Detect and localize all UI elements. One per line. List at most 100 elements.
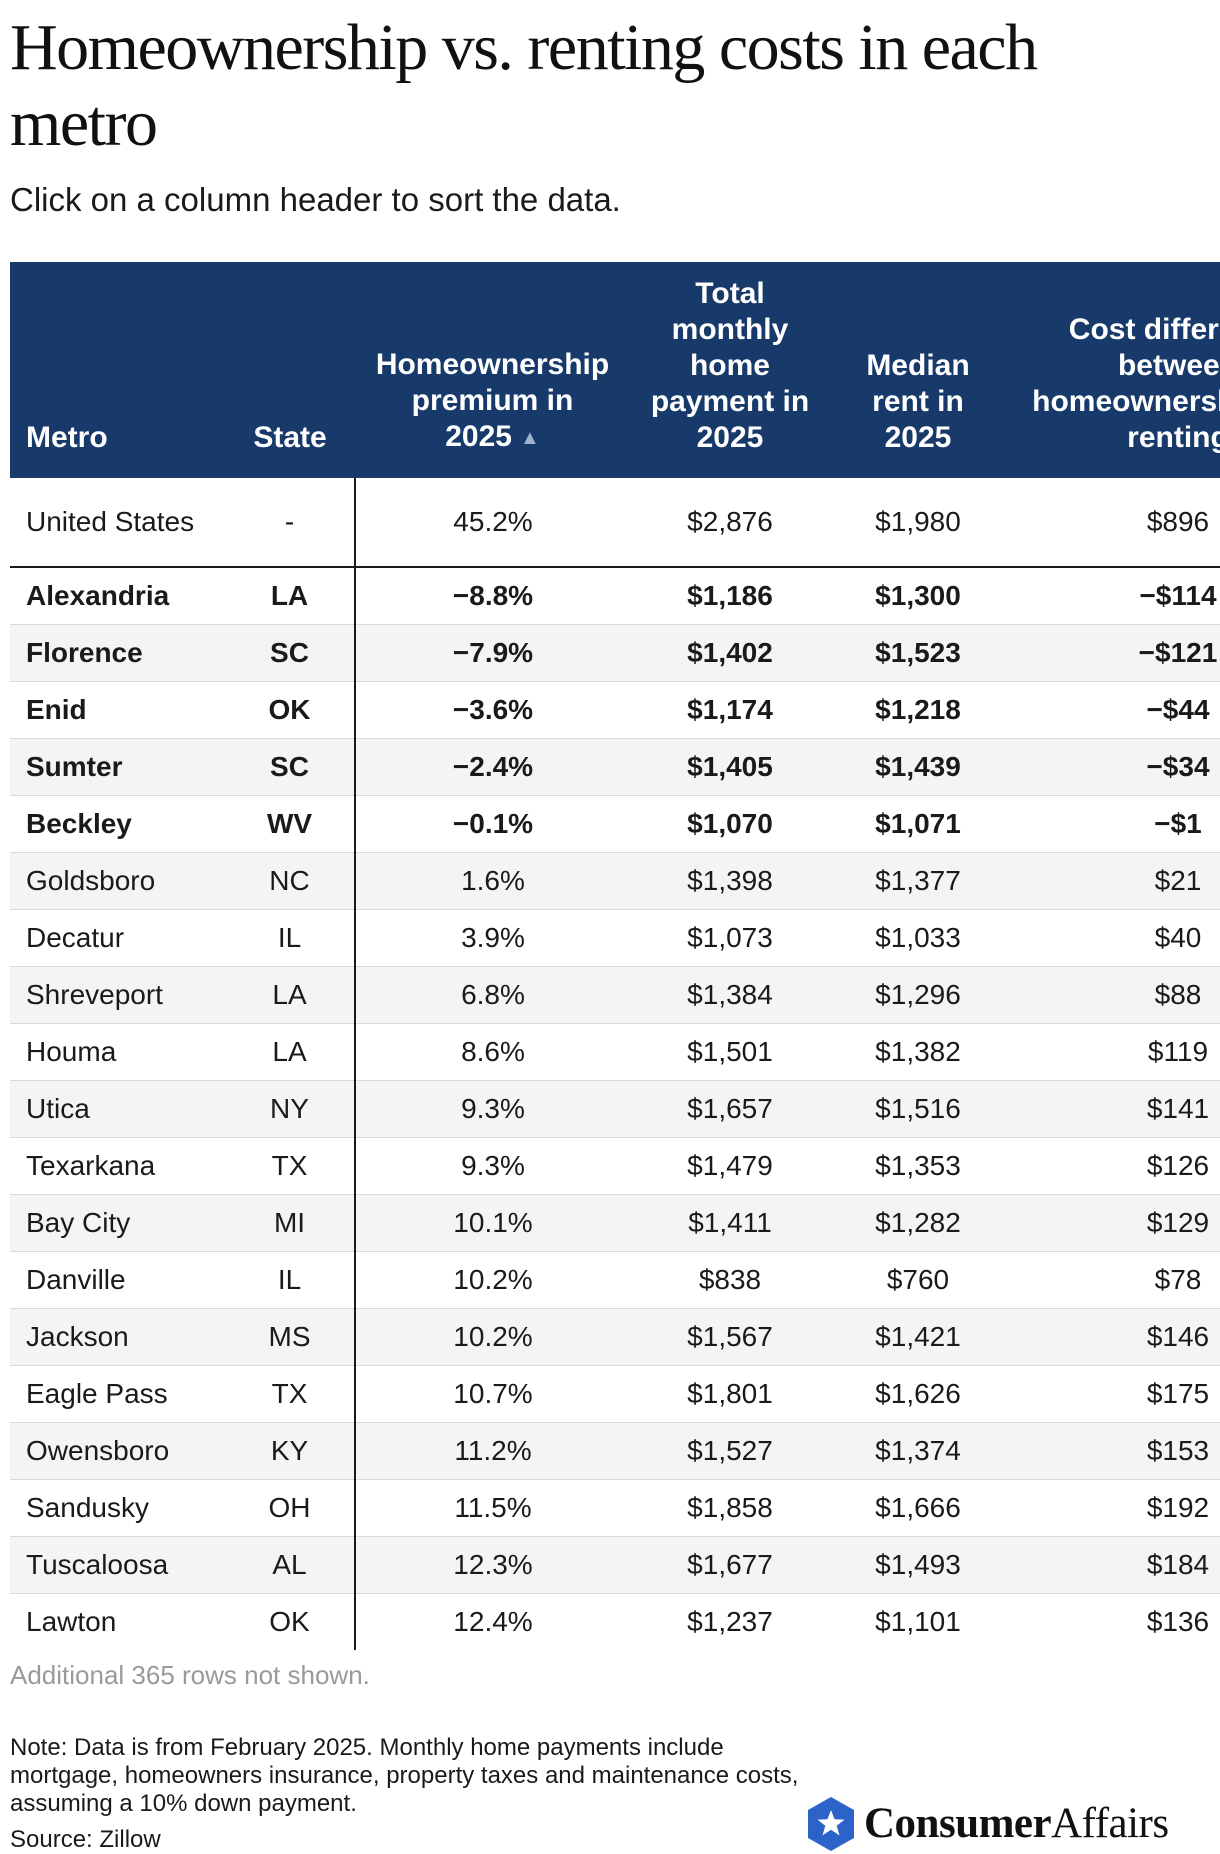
cell-state: NY [225, 1080, 356, 1138]
cell-cost-difference: $129 [1006, 1194, 1220, 1252]
cell-metro: Decatur [10, 909, 225, 967]
column-header-label: Homeownership premium in 2025 [375, 347, 610, 453]
cell-metro: United States [10, 478, 225, 568]
cell-state: LA [225, 966, 356, 1024]
cell-metro: Alexandria [10, 567, 225, 625]
cell-total-monthly-payment: $1,567 [630, 1308, 830, 1366]
cell-median-rent: $1,353 [830, 1137, 1006, 1195]
cell-homeownership-premium: 12.4% [355, 1593, 630, 1650]
cell-homeownership-premium: 1.6% [355, 852, 630, 910]
cell-cost-difference: −$121 [1006, 624, 1220, 682]
cell-homeownership-premium: 11.2% [355, 1422, 630, 1480]
cell-median-rent: $1,377 [830, 852, 1006, 910]
star-shield-icon [808, 1797, 854, 1851]
cell-total-monthly-payment: $1,479 [630, 1137, 830, 1195]
cell-median-rent: $760 [830, 1251, 1006, 1309]
cell-median-rent: $1,626 [830, 1365, 1006, 1423]
cell-metro: Sandusky [10, 1479, 225, 1537]
column-header-metro[interactable]: Metro [10, 262, 225, 478]
cell-metro: Danville [10, 1251, 225, 1309]
cell-total-monthly-payment: $1,657 [630, 1080, 830, 1138]
cell-cost-difference: $153 [1006, 1422, 1220, 1480]
cell-state: AL [225, 1536, 356, 1594]
table-header: Metro State Homeownership premium in 202… [10, 262, 1220, 478]
chart-subtitle: Click on a column header to sort the dat… [10, 181, 621, 218]
cell-median-rent: $1,282 [830, 1194, 1006, 1252]
cell-metro: Shreveport [10, 966, 225, 1024]
sort-ascending-icon: ▲ [519, 427, 540, 449]
cell-cost-difference: −$1 [1006, 795, 1220, 853]
cell-cost-difference: $184 [1006, 1536, 1220, 1594]
cell-homeownership-premium: 10.2% [355, 1251, 630, 1309]
cell-cost-difference: $896 [1006, 478, 1220, 568]
cell-homeownership-premium: 12.3% [355, 1536, 630, 1594]
cell-median-rent: $1,300 [830, 567, 1006, 625]
cell-homeownership-premium: 45.2% [355, 478, 630, 568]
table-row: Danville IL 10.2% $838 $760 $78 [10, 1251, 1220, 1309]
cell-homeownership-premium: 9.3% [355, 1080, 630, 1138]
cell-median-rent: $1,218 [830, 681, 1006, 739]
cell-homeownership-premium: −7.9% [355, 624, 630, 682]
column-header-homeownership-premium[interactable]: Homeownership premium in 2025 ▲ [355, 262, 630, 478]
footnote: Note: Data is from February 2025. Monthl… [10, 1734, 799, 1817]
cell-state: LA [225, 1023, 356, 1081]
cell-cost-difference: $136 [1006, 1593, 1220, 1650]
table-row-summary: United States -45.2% $2,876 $1,980 $896 [10, 478, 1220, 568]
cell-homeownership-premium: −2.4% [355, 738, 630, 796]
cell-cost-difference: −$34 [1006, 738, 1220, 796]
table-row: Bay City MI 10.1% $1,411 $1,282 $129 [10, 1194, 1220, 1252]
cell-metro: Jackson [10, 1308, 225, 1366]
cell-total-monthly-payment: $1,411 [630, 1194, 830, 1252]
cell-total-monthly-payment: $1,186 [630, 567, 830, 625]
cell-total-monthly-payment: $1,398 [630, 852, 830, 910]
cell-cost-difference: −$44 [1006, 681, 1220, 739]
table-row: Jackson MS 10.2% $1,567 $1,421 $146 [10, 1308, 1220, 1366]
cell-metro: Florence [10, 624, 225, 682]
column-header-label: Median rent in 2025 [866, 349, 970, 454]
cell-homeownership-premium: −3.6% [355, 681, 630, 739]
column-header-label: Metro [26, 421, 108, 454]
cell-total-monthly-payment: $1,174 [630, 681, 830, 739]
column-header-total-monthly-payment[interactable]: Total monthly home payment in 2025 [630, 262, 830, 478]
cell-homeownership-premium: 6.8% [355, 966, 630, 1024]
column-header-median-rent[interactable]: Median rent in 2025 [830, 262, 1006, 478]
source-note: Source: Zillow [10, 1826, 161, 1853]
cell-metro: Utica [10, 1080, 225, 1138]
cell-cost-difference: $40 [1006, 909, 1220, 967]
table-row: Texarkana TX 9.3% $1,479 $1,353 $126 [10, 1137, 1220, 1195]
cell-total-monthly-payment: $838 [630, 1251, 830, 1309]
table-row: Utica NY 9.3% $1,657 $1,516 $141 [10, 1080, 1220, 1138]
column-header-label: State [253, 421, 327, 454]
table-row: Beckley WV −0.1% $1,070 $1,071 −$1 [10, 795, 1220, 853]
cell-cost-difference: $192 [1006, 1479, 1220, 1537]
cell-state: SC [225, 738, 356, 796]
cell-state: KY [225, 1422, 356, 1480]
data-table: Metro State Homeownership premium in 202… [10, 262, 1220, 1650]
column-header-label: Total monthly home payment in 2025 [650, 277, 810, 454]
cell-homeownership-premium: −0.1% [355, 795, 630, 853]
cell-metro: Lawton [10, 1593, 225, 1650]
cell-median-rent: $1,033 [830, 909, 1006, 967]
data-table-container[interactable]: Metro State Homeownership premium in 202… [10, 262, 1220, 1650]
cell-total-monthly-payment: $1,677 [630, 1536, 830, 1594]
cell-homeownership-premium: 10.7% [355, 1365, 630, 1423]
cell-state: - [225, 478, 356, 568]
cell-metro: Enid [10, 681, 225, 739]
cell-state: IL [225, 1251, 356, 1309]
column-header-state[interactable]: State [225, 262, 355, 478]
cell-homeownership-premium: 9.3% [355, 1137, 630, 1195]
cell-cost-difference: −$114 [1006, 567, 1220, 625]
cell-cost-difference: $175 [1006, 1365, 1220, 1423]
table-row: Alexandria LA −8.8% $1,186 $1,300 −$114 [10, 567, 1220, 625]
cell-state: MI [225, 1194, 356, 1252]
cell-homeownership-premium: 11.5% [355, 1479, 630, 1537]
column-header-cost-difference[interactable]: Cost difference between homeownership an… [1006, 262, 1220, 478]
cell-median-rent: $1,421 [830, 1308, 1006, 1366]
table-row: Decatur IL 3.9% $1,073 $1,033 $40 [10, 909, 1220, 967]
cell-total-monthly-payment: $1,405 [630, 738, 830, 796]
table-row: Shreveport LA 6.8% $1,384 $1,296 $88 [10, 966, 1220, 1024]
cell-cost-difference: $78 [1006, 1251, 1220, 1309]
cell-homeownership-premium: 8.6% [355, 1023, 630, 1081]
cell-cost-difference: $21 [1006, 852, 1220, 910]
cell-total-monthly-payment: $1,801 [630, 1365, 830, 1423]
